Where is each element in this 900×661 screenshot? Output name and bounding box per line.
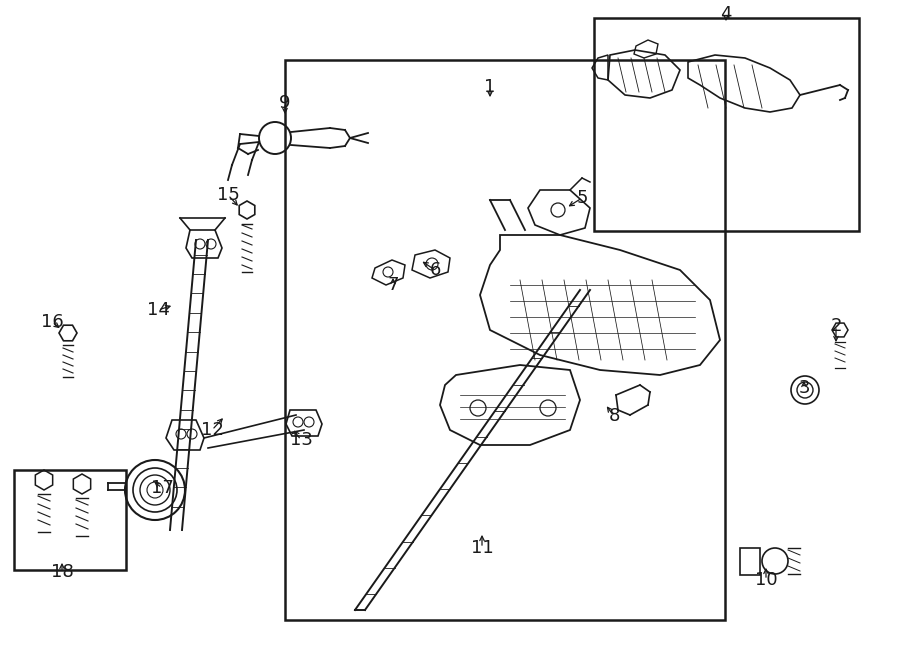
Text: 4: 4 bbox=[720, 5, 732, 23]
Text: 5: 5 bbox=[576, 189, 588, 207]
Text: 7: 7 bbox=[387, 276, 399, 294]
Text: 18: 18 bbox=[50, 563, 74, 581]
Text: 12: 12 bbox=[201, 421, 223, 439]
Text: 13: 13 bbox=[290, 431, 312, 449]
Text: 15: 15 bbox=[217, 186, 239, 204]
Text: 2: 2 bbox=[830, 317, 842, 335]
Text: 11: 11 bbox=[471, 539, 493, 557]
Text: 9: 9 bbox=[279, 94, 291, 112]
Text: 1: 1 bbox=[484, 78, 496, 96]
Text: 10: 10 bbox=[755, 571, 778, 589]
Text: 17: 17 bbox=[150, 479, 174, 497]
Text: 8: 8 bbox=[608, 407, 620, 425]
Bar bbox=[14, 470, 126, 570]
Text: 3: 3 bbox=[798, 379, 810, 397]
Text: 6: 6 bbox=[429, 261, 441, 279]
Text: 14: 14 bbox=[147, 301, 169, 319]
Text: 16: 16 bbox=[40, 313, 63, 331]
Bar bbox=[285, 60, 725, 620]
Bar bbox=[594, 18, 859, 231]
